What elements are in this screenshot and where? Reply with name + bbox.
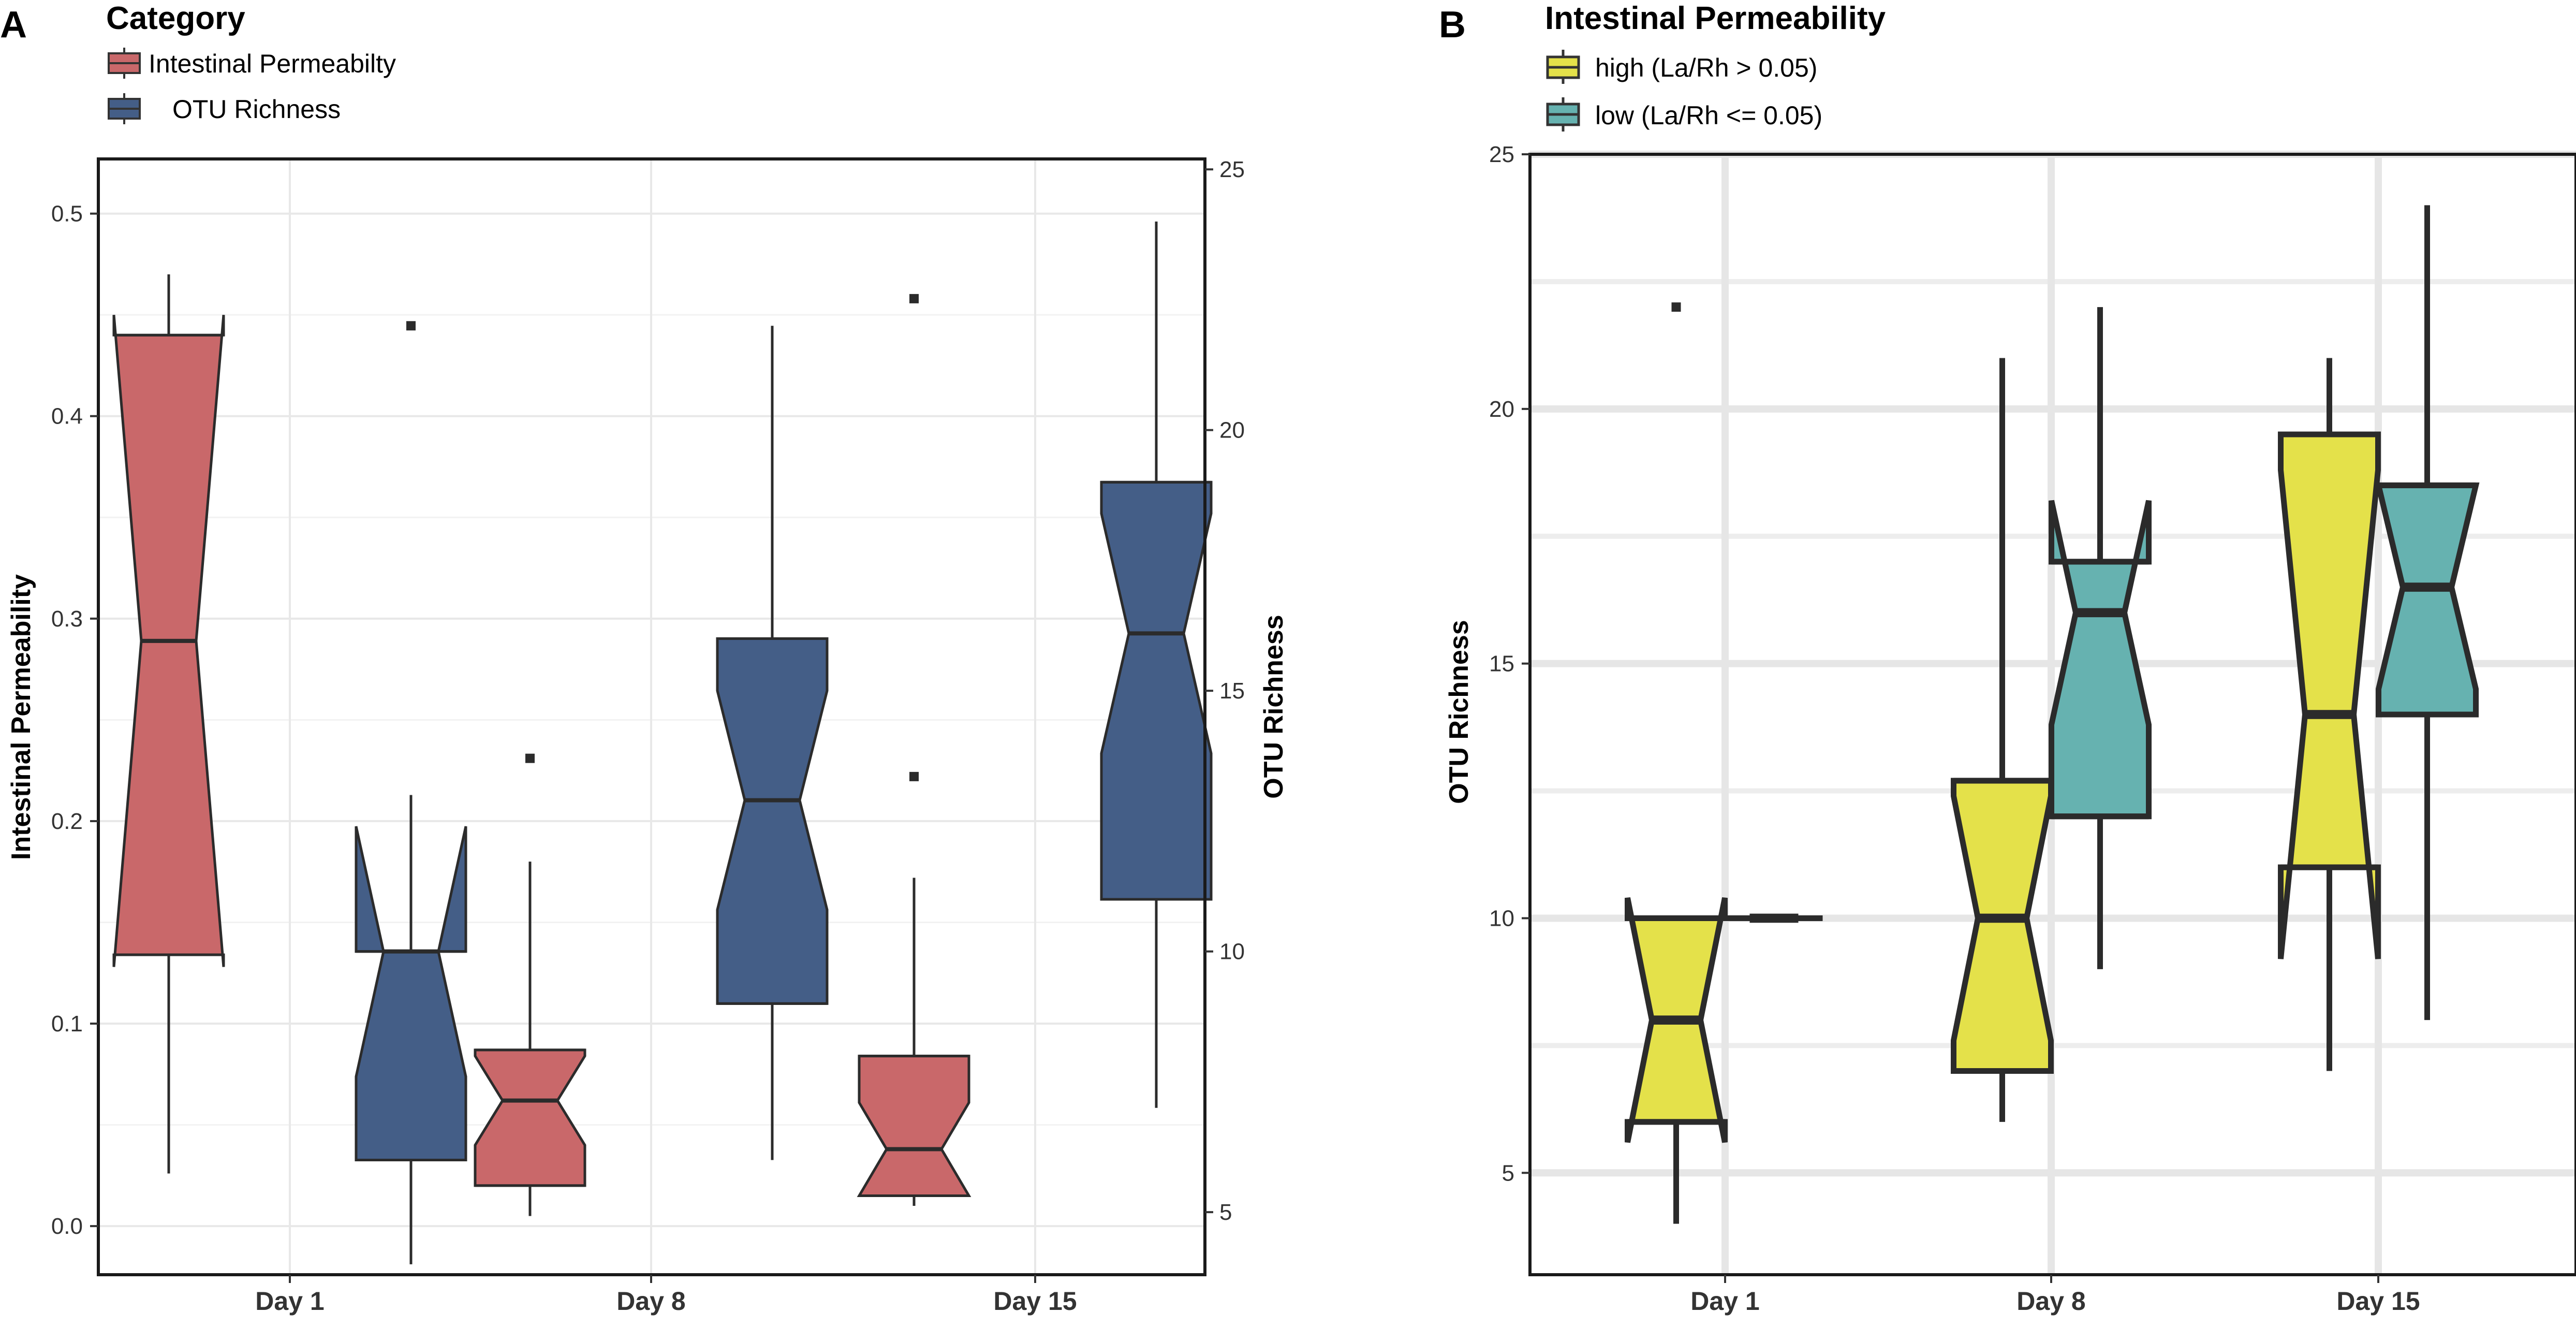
panel-a: A Category Intestinal Permeabilty OTU Ri… — [0, 1, 1289, 1316]
panel-a-gridlines — [98, 159, 1205, 1275]
a-left-tick-label: 0.5 — [51, 201, 83, 227]
panel-a-letter: A — [0, 4, 27, 46]
b-y-tick-label: 20 — [1489, 397, 1514, 422]
panel-a-right-axis-title: OTU Richness — [1259, 615, 1289, 798]
b-x-tick-label: Day 1 — [1690, 1287, 1759, 1316]
a-permeability-notched-box — [474, 1048, 586, 1187]
b-y-tick-label: 15 — [1489, 651, 1514, 677]
panel-b-legend-label-1: high (La/Rh > 0.05) — [1595, 53, 1817, 82]
a-permeability-notched-box — [857, 1055, 971, 1197]
panel-a-legend-label-2: OTU Richness — [172, 95, 341, 124]
a-x-tick-label: Day 1 — [255, 1287, 324, 1316]
a-left-tick-label: 0.4 — [51, 404, 83, 429]
b-y-tick-label: 5 — [1502, 1160, 1514, 1186]
panel-b-x-axis: Day 1 Day 8 Day 15 — [1690, 1275, 2420, 1316]
panel-a-x-axis: Day 1 Day 8 Day 15 — [255, 1275, 1077, 1316]
a-left-tick-label: 0.3 — [51, 606, 83, 632]
a-permeability-outlier — [909, 294, 919, 303]
a-right-tick-label: 15 — [1219, 678, 1245, 704]
a-right-tick-label: 5 — [1219, 1200, 1232, 1225]
panel-b-legend-title: Intestinal Permeability — [1545, 1, 1886, 36]
b-x-tick-label: Day 8 — [2016, 1287, 2085, 1316]
panel-b-legend-item-1: high (La/Rh > 0.05) — [1546, 50, 1817, 84]
panel-b-plot-border — [1528, 153, 2576, 1276]
panel-b-legend: Intestinal Permeability high (La/Rh > 0.… — [1545, 1, 1886, 132]
panel-a-left-axis-title: Intestinal Permeability — [6, 574, 36, 860]
panel-a-legend-item-2: OTU Richness — [108, 93, 341, 124]
b-x-tick-label: Day 15 — [2336, 1287, 2420, 1316]
a-left-tick-label: 0.2 — [51, 809, 83, 834]
a-right-tick-label: 10 — [1219, 939, 1245, 965]
panel-a-legend: Category Intestinal Permeabilty OTU Rich… — [106, 1, 396, 124]
a-right-tick-label: 20 — [1219, 418, 1245, 443]
a-left-tick-label: 0.0 — [51, 1214, 83, 1239]
panel-a-left-axis: 0.0 0.1 0.2 0.3 0.4 0.5 — [51, 201, 98, 1239]
panel-b: B Intestinal Permeability high (La/Rh > … — [1439, 1, 2576, 1316]
panel-a-legend-item-1: Intestinal Permeabilty — [108, 48, 396, 79]
panel-b-letter: B — [1439, 4, 1466, 46]
b-y-tick-label: 25 — [1489, 142, 1514, 167]
a-right-tick-label: 25 — [1219, 157, 1245, 182]
a-permeability-outlier — [909, 771, 919, 781]
a-x-tick-label: Day 8 — [616, 1287, 685, 1316]
a-x-tick-label: Day 15 — [993, 1287, 1077, 1316]
a-otu-notched-box — [1100, 480, 1213, 901]
panel-b-legend-item-2: low (La/Rh <= 0.05) — [1546, 97, 1822, 132]
b-y-tick-label: 10 — [1489, 906, 1514, 931]
panel-a-legend-label-1: Intestinal Permeabilty — [149, 49, 396, 78]
panel-b-legend-label-2: low (La/Rh <= 0.05) — [1595, 101, 1822, 130]
panel-a-right-axis: 5 10 15 20 25 — [1205, 157, 1245, 1225]
a-left-tick-label: 0.1 — [51, 1011, 83, 1037]
a-otu-outlier — [406, 321, 416, 331]
panel-b-y-axis: 5 10 15 20 25 — [1489, 142, 1530, 1186]
a-permeability-outlier — [525, 753, 535, 763]
panel-a-legend-title: Category — [106, 1, 245, 36]
panel-b-y-axis-title: OTU Richness — [1444, 620, 1474, 804]
panel-b-plot-area — [1625, 205, 2480, 1224]
panel-a-plot-area — [112, 221, 1213, 1264]
b-high-outlier — [1671, 302, 1681, 312]
